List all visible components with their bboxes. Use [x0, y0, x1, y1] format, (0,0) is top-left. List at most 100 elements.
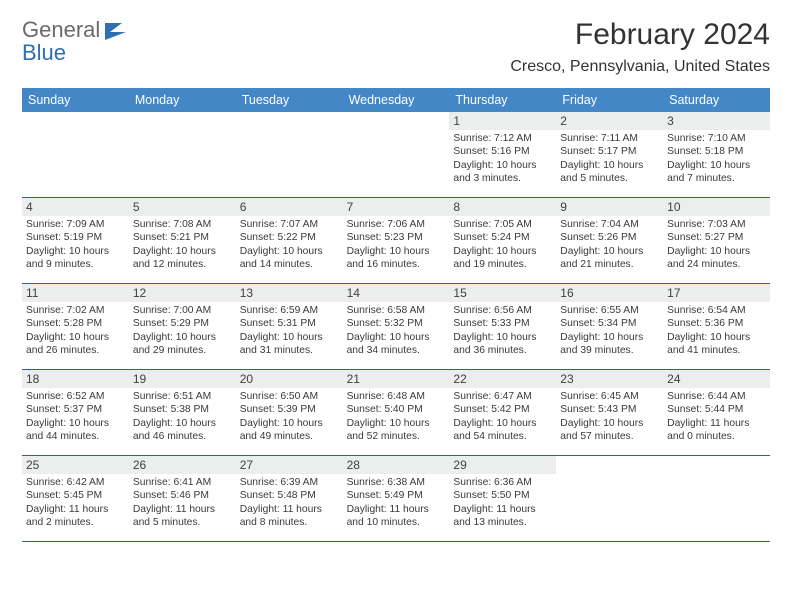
- day-details: Sunrise: 6:47 AMSunset: 5:42 PMDaylight:…: [453, 390, 552, 444]
- day-number: 2: [556, 112, 663, 130]
- day-number: 29: [449, 456, 556, 474]
- weekday-label: Tuesday: [236, 88, 343, 112]
- day-details: Sunrise: 7:04 AMSunset: 5:26 PMDaylight:…: [560, 218, 659, 272]
- day-number: 12: [129, 284, 236, 302]
- day-details: Sunrise: 7:06 AMSunset: 5:23 PMDaylight:…: [347, 218, 446, 272]
- day-number: 17: [663, 284, 770, 302]
- calendar-cell: [236, 112, 343, 198]
- calendar-cell: 9 Sunrise: 7:04 AMSunset: 5:26 PMDaylight…: [556, 198, 663, 284]
- day-number: 4: [22, 198, 129, 216]
- day-number: 19: [129, 370, 236, 388]
- day-number: 24: [663, 370, 770, 388]
- calendar-cell: 11 Sunrise: 7:02 AMSunset: 5:28 PMDayligh…: [22, 284, 129, 370]
- day-details: Sunrise: 6:41 AMSunset: 5:46 PMDaylight:…: [133, 476, 232, 530]
- day-number: 22: [449, 370, 556, 388]
- calendar-cell: 23 Sunrise: 6:45 AMSunset: 5:43 PMDayligh…: [556, 370, 663, 456]
- calendar-cell: 15 Sunrise: 6:56 AMSunset: 5:33 PMDayligh…: [449, 284, 556, 370]
- calendar-cell: [663, 456, 770, 542]
- day-number: 16: [556, 284, 663, 302]
- day-details: Sunrise: 6:56 AMSunset: 5:33 PMDaylight:…: [453, 304, 552, 358]
- day-details: Sunrise: 7:08 AMSunset: 5:21 PMDaylight:…: [133, 218, 232, 272]
- calendar-cell: 13 Sunrise: 6:59 AMSunset: 5:31 PMDayligh…: [236, 284, 343, 370]
- calendar-cell: 1 Sunrise: 7:12 AMSunset: 5:16 PMDaylight…: [449, 112, 556, 198]
- header: General Blue February 2024 Cresco, Penns…: [22, 18, 770, 76]
- brand-logo: General Blue: [22, 18, 128, 64]
- calendar-cell: 21 Sunrise: 6:48 AMSunset: 5:40 PMDayligh…: [343, 370, 450, 456]
- calendar-cell: 10 Sunrise: 7:03 AMSunset: 5:27 PMDayligh…: [663, 198, 770, 284]
- day-number: 23: [556, 370, 663, 388]
- day-number: 20: [236, 370, 343, 388]
- day-number: 18: [22, 370, 129, 388]
- brand-text: General Blue: [22, 18, 100, 64]
- day-number: 6: [236, 198, 343, 216]
- calendar-cell: 16 Sunrise: 6:55 AMSunset: 5:34 PMDayligh…: [556, 284, 663, 370]
- day-number: 13: [236, 284, 343, 302]
- day-number: 3: [663, 112, 770, 130]
- calendar-cell: 3Sunrise: 7:10 AMSunset: 5:18 PMDaylight…: [663, 112, 770, 198]
- calendar-cell: 27 Sunrise: 6:39 AMSunset: 5:48 PMDayligh…: [236, 456, 343, 542]
- location-text: Cresco, Pennsylvania, United States: [510, 58, 770, 76]
- day-details: Sunrise: 6:42 AMSunset: 5:45 PMDaylight:…: [26, 476, 125, 530]
- weekday-label: Thursday: [449, 88, 556, 112]
- day-number: 21: [343, 370, 450, 388]
- calendar-cell: 4 Sunrise: 7:09 AMSunset: 5:19 PMDaylight…: [22, 198, 129, 284]
- weekday-label: Wednesday: [343, 88, 450, 112]
- calendar-cell: [129, 112, 236, 198]
- day-details: Sunrise: 7:09 AMSunset: 5:19 PMDaylight:…: [26, 218, 125, 272]
- day-details: Sunrise: 7:02 AMSunset: 5:28 PMDaylight:…: [26, 304, 125, 358]
- calendar-cell: 12Sunrise: 7:00 AMSunset: 5:29 PMDayligh…: [129, 284, 236, 370]
- day-number: 14: [343, 284, 450, 302]
- calendar-cell: 2 Sunrise: 7:11 AMSunset: 5:17 PMDaylight…: [556, 112, 663, 198]
- day-details: Sunrise: 6:50 AMSunset: 5:39 PMDaylight:…: [240, 390, 339, 444]
- day-details: Sunrise: 6:59 AMSunset: 5:31 PMDaylight:…: [240, 304, 339, 358]
- calendar-cell: 14Sunrise: 6:58 AMSunset: 5:32 PMDayligh…: [343, 284, 450, 370]
- day-number: 1: [449, 112, 556, 130]
- day-details: Sunrise: 7:03 AMSunset: 5:27 PMDaylight:…: [667, 218, 766, 272]
- calendar-cell: 8Sunrise: 7:05 AMSunset: 5:24 PMDaylight…: [449, 198, 556, 284]
- day-number: 15: [449, 284, 556, 302]
- day-details: Sunrise: 6:45 AMSunset: 5:43 PMDaylight:…: [560, 390, 659, 444]
- day-details: Sunrise: 6:48 AMSunset: 5:40 PMDaylight:…: [347, 390, 446, 444]
- day-details: Sunrise: 7:07 AMSunset: 5:22 PMDaylight:…: [240, 218, 339, 272]
- day-details: Sunrise: 6:52 AMSunset: 5:37 PMDaylight:…: [26, 390, 125, 444]
- day-number: 7: [343, 198, 450, 216]
- flag-icon: [104, 21, 128, 41]
- calendar-cell: 7 Sunrise: 7:06 AMSunset: 5:23 PMDaylight…: [343, 198, 450, 284]
- day-number: 27: [236, 456, 343, 474]
- calendar-cell: 18 Sunrise: 6:52 AMSunset: 5:37 PMDayligh…: [22, 370, 129, 456]
- calendar-cell: 24Sunrise: 6:44 AMSunset: 5:44 PMDayligh…: [663, 370, 770, 456]
- day-number: 11: [22, 284, 129, 302]
- weekday-label: Monday: [129, 88, 236, 112]
- day-details: Sunrise: 6:55 AMSunset: 5:34 PMDaylight:…: [560, 304, 659, 358]
- brand-word-1: General: [22, 17, 100, 42]
- weekday-row: SundayMondayTuesdayWednesdayThursdayFrid…: [22, 88, 770, 112]
- day-number: 25: [22, 456, 129, 474]
- day-number: 26: [129, 456, 236, 474]
- day-number: 5: [129, 198, 236, 216]
- day-number: 10: [663, 198, 770, 216]
- calendar-cell: 25 Sunrise: 6:42 AMSunset: 5:45 PMDayligh…: [22, 456, 129, 542]
- calendar-cell: 5 Sunrise: 7:08 AMSunset: 5:21 PMDaylight…: [129, 198, 236, 284]
- day-number: 9: [556, 198, 663, 216]
- calendar-cell: 17 Sunrise: 6:54 AMSunset: 5:36 PMDayligh…: [663, 284, 770, 370]
- brand-word-2: Blue: [22, 40, 66, 65]
- calendar: SundayMondayTuesdayWednesdayThursdayFrid…: [22, 88, 770, 542]
- calendar-cell: [343, 112, 450, 198]
- day-details: Sunrise: 6:54 AMSunset: 5:36 PMDaylight:…: [667, 304, 766, 358]
- weekday-label: Sunday: [22, 88, 129, 112]
- day-details: Sunrise: 7:11 AMSunset: 5:17 PMDaylight:…: [560, 132, 659, 186]
- calendar-cell: 29Sunrise: 6:36 AMSunset: 5:50 PMDayligh…: [449, 456, 556, 542]
- month-title: February 2024: [510, 18, 770, 52]
- calendar-cell: 6 Sunrise: 7:07 AMSunset: 5:22 PMDaylight…: [236, 198, 343, 284]
- day-details: Sunrise: 6:39 AMSunset: 5:48 PMDaylight:…: [240, 476, 339, 530]
- calendar-cell: 28Sunrise: 6:38 AMSunset: 5:49 PMDayligh…: [343, 456, 450, 542]
- calendar-cell: [556, 456, 663, 542]
- day-details: Sunrise: 7:05 AMSunset: 5:24 PMDaylight:…: [453, 218, 552, 272]
- calendar-cell: 19Sunrise: 6:51 AMSunset: 5:38 PMDayligh…: [129, 370, 236, 456]
- calendar-page: General Blue February 2024 Cresco, Penns…: [0, 0, 792, 552]
- calendar-cell: [22, 112, 129, 198]
- day-details: Sunrise: 7:12 AMSunset: 5:16 PMDaylight:…: [453, 132, 552, 186]
- title-block: February 2024 Cresco, Pennsylvania, Unit…: [510, 18, 770, 76]
- calendar-cell: 26 Sunrise: 6:41 AMSunset: 5:46 PMDayligh…: [129, 456, 236, 542]
- day-details: Sunrise: 6:38 AMSunset: 5:49 PMDaylight:…: [347, 476, 446, 530]
